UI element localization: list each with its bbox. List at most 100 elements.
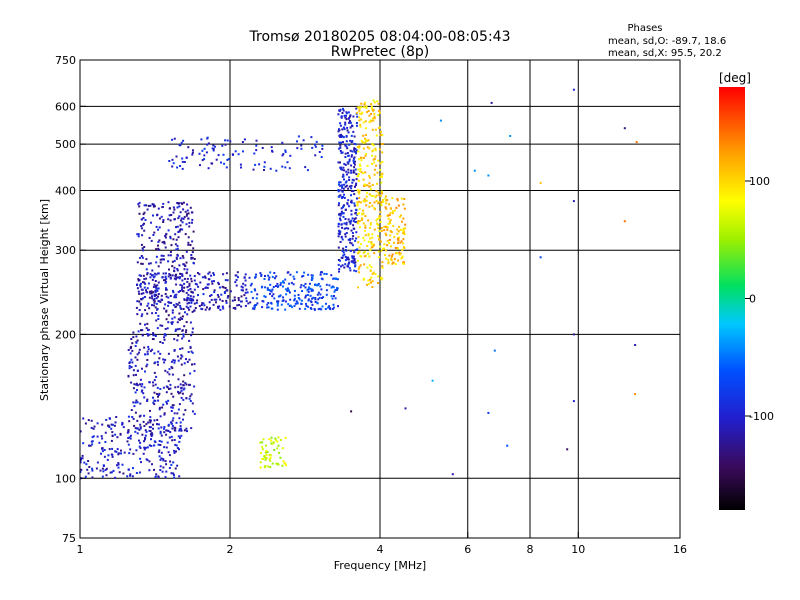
data-point [398,251,401,254]
data-point [179,224,182,227]
data-point [143,448,146,451]
data-point [297,135,300,138]
data-point [371,236,374,239]
data-point [387,223,390,225]
data-point [368,176,371,179]
data-point [338,141,341,144]
x-tick-label: 4 [377,543,384,556]
data-point [155,297,158,300]
data-point [173,266,176,269]
data-point [343,227,346,230]
data-point [370,105,373,108]
data-point [179,272,182,275]
data-point [359,156,362,159]
data-point [147,421,150,424]
data-point [152,203,155,206]
data-point [155,286,158,289]
data-point [167,260,170,263]
data-point [165,429,168,432]
data-point [100,452,102,455]
data-point [169,421,172,424]
data-point [128,361,131,364]
data-point [355,237,358,240]
data-point [171,406,174,409]
data-point [140,390,143,393]
data-point [378,230,381,232]
data-point [201,302,204,305]
data-point [222,286,225,289]
data-point [206,143,209,146]
data-point [400,240,403,243]
colorbar-gradient [719,87,745,510]
data-point [352,130,355,133]
data-point [338,270,340,273]
data-point [391,255,393,258]
data-point [339,122,342,125]
data-point [365,106,368,109]
data-point [157,363,159,366]
data-point [183,286,186,289]
data-point [157,394,160,396]
data-point [263,455,266,458]
data-point [172,304,175,307]
data-point [169,207,171,210]
data-point [293,297,296,300]
data-point [177,334,180,337]
data-point [158,392,161,395]
data-point [177,318,180,321]
data-point [203,158,206,161]
data-point [163,240,166,243]
data-point [391,253,394,256]
data-point [365,195,368,198]
data-point [377,202,380,205]
data-point [331,308,334,310]
data-point [179,436,181,439]
data-point [380,181,383,184]
data-point [213,273,215,276]
data-point [154,312,157,314]
data-point [139,256,142,259]
data-point [156,289,159,292]
data-point [277,300,280,303]
data-point [151,348,154,351]
data-point [349,241,352,244]
data-point [161,342,164,344]
data-point [141,247,144,250]
data-point [189,244,192,246]
data-point [91,443,94,446]
data-point [357,106,360,109]
data-point [144,429,147,432]
data-point [217,283,220,286]
data-point [367,240,370,243]
data-point [282,460,285,463]
data-point [360,243,362,246]
data-point [175,421,178,424]
data-point [179,257,182,260]
data-point [181,329,184,332]
data-point [364,171,367,174]
data-point [266,287,269,290]
data-point [311,274,314,277]
data-point [182,263,185,266]
data-point [357,241,360,244]
data-point [182,335,185,338]
data-point [147,282,150,285]
data-point [337,190,340,193]
data-point [401,256,404,259]
data-point [358,158,361,161]
data-point [130,345,133,348]
data-point [265,449,268,452]
data-point [371,272,374,275]
data-point [378,237,381,240]
data-point [269,459,272,462]
data-point [240,295,243,298]
data-point [80,458,82,461]
data-point [138,415,141,418]
data-point [253,288,256,291]
data-point [152,384,155,387]
data-point [306,169,309,172]
data-point [155,294,158,297]
data-point [190,301,193,304]
data-point [315,140,318,143]
data-point [191,402,194,405]
